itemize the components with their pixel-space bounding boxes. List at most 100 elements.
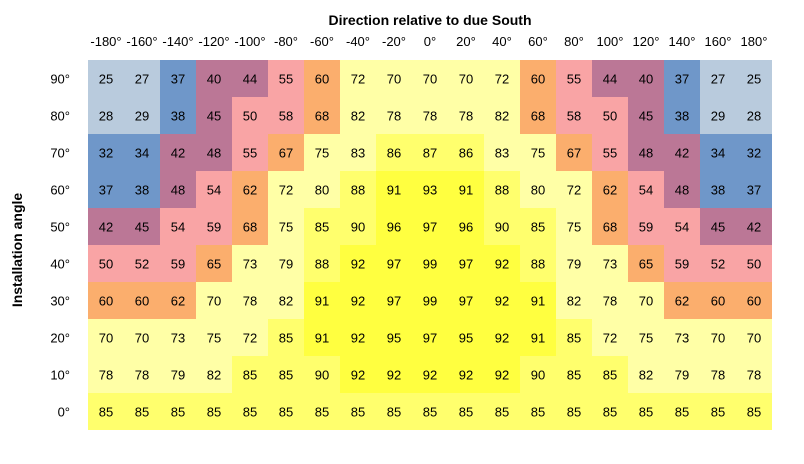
cell-value-label: 58 bbox=[567, 109, 581, 124]
cell-value-label: 87 bbox=[423, 146, 437, 161]
cell-value-label: 85 bbox=[711, 405, 725, 420]
cell-value-label: 82 bbox=[495, 109, 509, 124]
heatmap-cell bbox=[196, 97, 232, 134]
chart-title: Direction relative to due South bbox=[328, 12, 531, 28]
heatmap-cell bbox=[304, 282, 340, 319]
cell-value-label: 92 bbox=[423, 368, 437, 383]
heatmap-cell bbox=[88, 356, 124, 393]
cell-value-label: 37 bbox=[675, 72, 689, 87]
heatmap-cells: 25 27 37 40 44 55 60 72 70 70 70 72 60 55 44 40 37 27 25 28… bbox=[88, 60, 772, 430]
heatmap-cell bbox=[592, 356, 628, 393]
heatmap-cell bbox=[664, 208, 700, 245]
cell-value-label: 48 bbox=[675, 183, 689, 198]
cell-value-label: 55 bbox=[603, 146, 617, 161]
cell-value-label: 91 bbox=[387, 183, 401, 198]
cell-value-label: 45 bbox=[639, 109, 653, 124]
heatmap-cell bbox=[376, 393, 412, 430]
cell-value-label: 85 bbox=[423, 405, 437, 420]
heatmap-cell bbox=[124, 208, 160, 245]
cell-value-label: 38 bbox=[675, 109, 689, 124]
heatmap-cell bbox=[304, 171, 340, 208]
cell-value-label: 62 bbox=[603, 183, 617, 198]
cell-value-label: 32 bbox=[99, 146, 113, 161]
cell-value-label: 85 bbox=[603, 405, 617, 420]
cell-value-label: 59 bbox=[639, 220, 653, 235]
heatmap-cell bbox=[628, 282, 664, 319]
cell-value-label: 68 bbox=[603, 220, 617, 235]
heatmap-cell bbox=[268, 319, 304, 356]
cell-value-label: 59 bbox=[207, 220, 221, 235]
cell-value-label: 85 bbox=[531, 405, 545, 420]
heatmap-cell bbox=[592, 208, 628, 245]
heatmap-cell bbox=[412, 171, 448, 208]
cell-value-label: 85 bbox=[675, 405, 689, 420]
cell-value-label: 45 bbox=[207, 109, 221, 124]
heatmap-cell bbox=[520, 208, 556, 245]
cell-value-label: 92 bbox=[387, 368, 401, 383]
cell-value-label: 92 bbox=[351, 294, 365, 309]
cell-value-label: 93 bbox=[423, 183, 437, 198]
cell-value-label: 85 bbox=[99, 405, 113, 420]
heatmap-cell bbox=[664, 97, 700, 134]
cell-value-label: 92 bbox=[495, 331, 509, 346]
heatmap-cell bbox=[232, 282, 268, 319]
cell-value-label: 83 bbox=[495, 146, 509, 161]
cell-value-label: 91 bbox=[315, 294, 329, 309]
heatmap-cell bbox=[448, 282, 484, 319]
cell-value-label: 92 bbox=[351, 368, 365, 383]
heatmap-cell bbox=[556, 208, 592, 245]
cell-value-label: 60 bbox=[531, 72, 545, 87]
heatmap-cell bbox=[484, 319, 520, 356]
x-tick-label: 120° bbox=[633, 34, 660, 49]
x-tick-label: 140° bbox=[669, 34, 696, 49]
heatmap-cell bbox=[232, 134, 268, 171]
cell-value-label: 68 bbox=[531, 109, 545, 124]
heatmap-cell bbox=[268, 393, 304, 430]
x-tick-label: 180° bbox=[741, 34, 768, 49]
heatmap-cell bbox=[664, 171, 700, 208]
cell-value-label: 62 bbox=[171, 294, 185, 309]
heatmap-cell bbox=[160, 282, 196, 319]
heatmap-cell bbox=[700, 97, 736, 134]
cell-value-label: 70 bbox=[135, 331, 149, 346]
heatmap-cell bbox=[412, 393, 448, 430]
cell-value-label: 50 bbox=[747, 257, 761, 272]
x-tick-label: -180° bbox=[90, 34, 121, 49]
x-tick-label: -20° bbox=[382, 34, 406, 49]
cell-value-label: 50 bbox=[243, 109, 257, 124]
heatmap-cell bbox=[700, 208, 736, 245]
heatmap-cell bbox=[340, 60, 376, 97]
heatmap-cell bbox=[412, 208, 448, 245]
cell-value-label: 88 bbox=[315, 257, 329, 272]
cell-value-label: 60 bbox=[99, 294, 113, 309]
cell-value-label: 59 bbox=[675, 257, 689, 272]
heatmap-cell bbox=[124, 282, 160, 319]
y-tick-label: 80° bbox=[50, 109, 70, 124]
heatmap-cell bbox=[340, 356, 376, 393]
heatmap-cell bbox=[124, 60, 160, 97]
heatmap-cell bbox=[196, 319, 232, 356]
heatmap-cell bbox=[160, 356, 196, 393]
cell-value-label: 25 bbox=[99, 72, 113, 87]
cell-value-label: 72 bbox=[567, 183, 581, 198]
heatmap-cell bbox=[412, 282, 448, 319]
heatmap-cell bbox=[160, 393, 196, 430]
heatmap-cell bbox=[412, 134, 448, 171]
x-tick-label: -140° bbox=[162, 34, 193, 49]
cell-value-label: 75 bbox=[567, 220, 581, 235]
heatmap-cell bbox=[628, 97, 664, 134]
cell-value-label: 78 bbox=[603, 294, 617, 309]
y-tick-label: 20° bbox=[50, 331, 70, 346]
cell-value-label: 73 bbox=[171, 331, 185, 346]
cell-value-label: 85 bbox=[243, 368, 257, 383]
heatmap-cell bbox=[232, 60, 268, 97]
heatmap-cell bbox=[628, 208, 664, 245]
heatmap-cell bbox=[556, 393, 592, 430]
heatmap-cell bbox=[700, 393, 736, 430]
cell-value-label: 86 bbox=[387, 146, 401, 161]
heatmap-cell bbox=[196, 208, 232, 245]
cell-value-label: 50 bbox=[603, 109, 617, 124]
heatmap-cell bbox=[124, 245, 160, 282]
cell-value-label: 72 bbox=[495, 72, 509, 87]
